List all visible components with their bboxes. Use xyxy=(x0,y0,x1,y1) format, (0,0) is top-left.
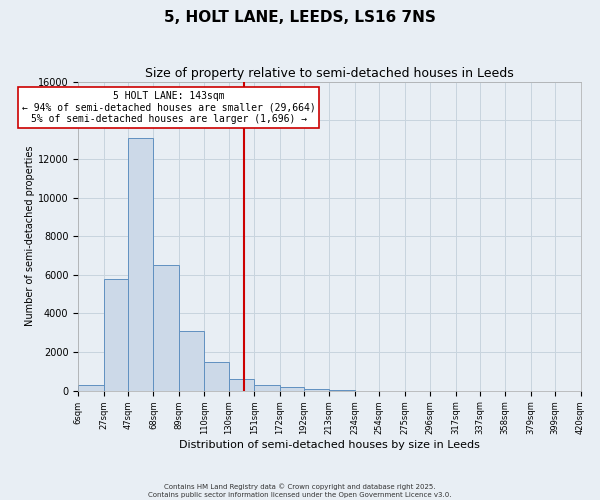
Bar xyxy=(128,138,154,390)
Bar xyxy=(205,362,229,390)
Bar xyxy=(254,385,280,390)
Text: Contains HM Land Registry data © Crown copyright and database right 2025.
Contai: Contains HM Land Registry data © Crown c… xyxy=(148,484,452,498)
Bar xyxy=(280,387,304,390)
Bar xyxy=(229,379,254,390)
Title: Size of property relative to semi-detached houses in Leeds: Size of property relative to semi-detach… xyxy=(145,68,514,80)
Bar xyxy=(78,385,104,390)
Text: 5 HOLT LANE: 143sqm
← 94% of semi-detached houses are smaller (29,664)
5% of sem: 5 HOLT LANE: 143sqm ← 94% of semi-detach… xyxy=(22,91,316,124)
Bar xyxy=(179,331,205,390)
Text: 5, HOLT LANE, LEEDS, LS16 7NS: 5, HOLT LANE, LEEDS, LS16 7NS xyxy=(164,10,436,25)
Bar xyxy=(104,278,128,390)
Y-axis label: Number of semi-detached properties: Number of semi-detached properties xyxy=(25,146,35,326)
Bar xyxy=(304,389,329,390)
X-axis label: Distribution of semi-detached houses by size in Leeds: Distribution of semi-detached houses by … xyxy=(179,440,480,450)
Bar xyxy=(154,265,179,390)
